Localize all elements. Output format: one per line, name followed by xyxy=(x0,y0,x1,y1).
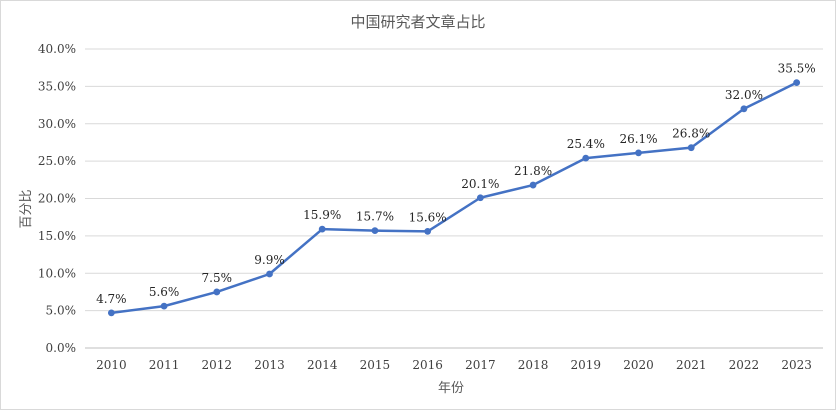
data-label: 35.5% xyxy=(778,62,816,76)
data-label: 21.8% xyxy=(514,164,552,178)
data-point xyxy=(424,227,432,235)
x-tick-label: 2018 xyxy=(518,358,549,372)
data-label: 26.8% xyxy=(672,127,710,141)
x-axis-ticks: 2010 2011 2012 2013 2014 2015 2016 2017 2018 2019… xyxy=(96,358,812,372)
y-tick-label: 20.0% xyxy=(38,192,76,206)
data-label: 7.5% xyxy=(202,271,233,285)
x-tick-label: 2021 xyxy=(676,358,707,372)
data-label: 15.7% xyxy=(356,210,394,224)
data-label: 20.1% xyxy=(461,177,499,191)
data-point xyxy=(213,288,221,296)
data-point xyxy=(160,302,168,310)
x-tick-label: 2015 xyxy=(360,358,391,372)
x-tick-label: 2013 xyxy=(254,358,285,372)
y-axis-title: 百分比 xyxy=(19,189,34,228)
x-tick-label: 2023 xyxy=(781,358,812,372)
data-label: 15.9% xyxy=(303,208,341,222)
x-tick-label: 2011 xyxy=(149,358,180,372)
data-point xyxy=(318,225,326,233)
gridlines xyxy=(85,48,823,349)
data-label: 9.9% xyxy=(254,253,285,267)
data-label: 25.4% xyxy=(567,137,605,151)
data-label: 26.1% xyxy=(619,132,657,146)
x-tick-label: 2014 xyxy=(307,358,338,372)
y-tick-label: 35.0% xyxy=(38,79,76,93)
y-tick-label: 5.0% xyxy=(46,304,77,318)
data-point xyxy=(529,181,537,189)
data-label: 15.6% xyxy=(409,210,447,224)
chart-title: 中国研究者文章占比 xyxy=(350,13,485,31)
x-tick-label: 2017 xyxy=(465,358,496,372)
x-tick-label: 2016 xyxy=(412,358,443,372)
y-axis-ticks: 0.0% 5.0% 10.0% 15.0% 20.0% 25.0% 30.0% 35.0% 40… xyxy=(38,42,76,355)
data-point xyxy=(793,79,801,87)
x-tick-label: 2022 xyxy=(729,358,760,372)
data-point xyxy=(635,149,642,157)
data-label: 5.6% xyxy=(149,285,180,299)
y-tick-label: 10.0% xyxy=(38,266,76,280)
data-point xyxy=(476,194,484,202)
x-tick-label: 2019 xyxy=(571,358,602,372)
x-tick-label: 2010 xyxy=(96,358,127,372)
x-tick-label: 2012 xyxy=(202,358,233,372)
data-point xyxy=(371,227,379,235)
series-line xyxy=(110,81,798,315)
x-tick-label: 2020 xyxy=(623,358,654,372)
series-line-group xyxy=(110,81,798,315)
data-point xyxy=(266,270,273,278)
y-tick-label: 0.0% xyxy=(46,341,77,355)
data-point xyxy=(687,144,695,152)
y-tick-label: 30.0% xyxy=(38,117,76,131)
y-tick-label: 40.0% xyxy=(38,42,76,56)
y-tick-label: 25.0% xyxy=(38,154,76,168)
data-label: 4.7% xyxy=(96,292,127,306)
data-label: 32.0% xyxy=(725,88,763,102)
data-point xyxy=(740,105,748,113)
x-axis-title: 年份 xyxy=(438,381,464,396)
data-points xyxy=(107,79,801,317)
data-labels: 4.7% 5.6% 7.5% 9.9% 15.9% 15.7% 15.6% 20.1% 21.8… xyxy=(96,62,816,306)
y-tick-label: 15.0% xyxy=(38,229,76,243)
data-point xyxy=(582,154,590,162)
data-point xyxy=(107,309,115,317)
